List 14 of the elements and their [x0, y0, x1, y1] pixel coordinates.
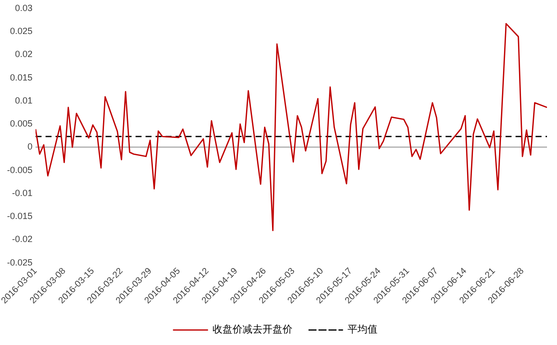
legend-label: 收盘价减去开盘价: [212, 324, 292, 336]
y-tick-label: 0.03: [15, 2, 33, 13]
y-tick-label: -0.005: [7, 164, 33, 175]
y-tick-label: -0.01: [12, 188, 33, 198]
y-tick-label: 0.015: [10, 72, 33, 82]
y-tick-label: 0.02: [15, 49, 33, 60]
y-tick-label: 0.005: [10, 118, 33, 129]
y-tick-label: -0.015: [7, 211, 33, 222]
y-tick-label: -0.02: [12, 234, 33, 244]
y-tick-label: 0: [28, 142, 33, 152]
y-tick-label: 0.01: [15, 95, 33, 106]
y-tick-label: 0.025: [10, 26, 33, 36]
legend-label: 平均值: [348, 324, 378, 336]
y-tick-label: -0.025: [7, 257, 33, 268]
